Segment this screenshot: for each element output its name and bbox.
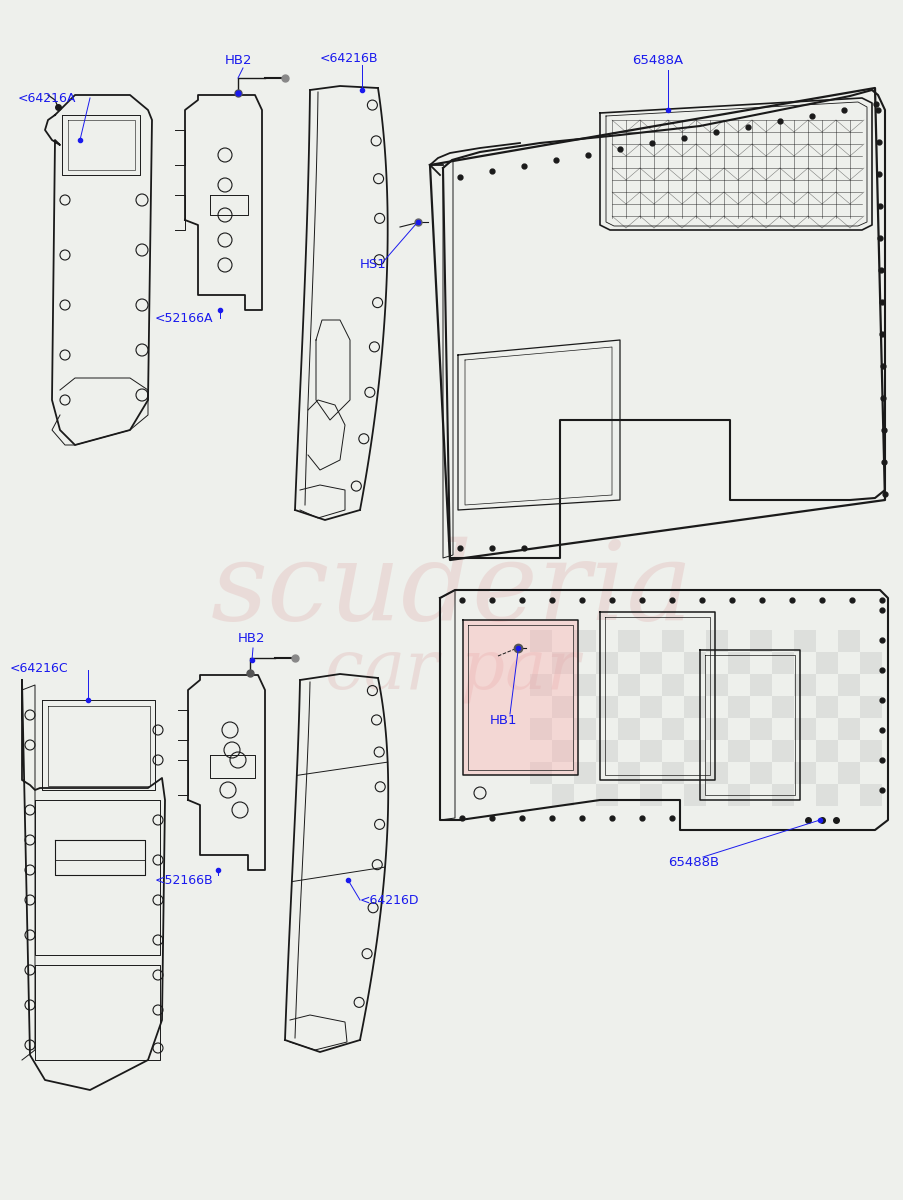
Bar — [529, 762, 552, 784]
Bar — [684, 784, 705, 806]
Text: <64216A: <64216A — [18, 91, 76, 104]
Bar — [749, 630, 771, 652]
Bar — [639, 740, 661, 762]
Text: 65488B: 65488B — [667, 856, 718, 869]
Bar — [771, 696, 793, 718]
Bar — [595, 784, 618, 806]
Text: scuderia: scuderia — [210, 536, 693, 643]
Bar — [815, 696, 837, 718]
Bar — [749, 762, 771, 784]
Bar — [618, 762, 639, 784]
Bar — [727, 740, 749, 762]
Bar — [595, 652, 618, 674]
Bar — [552, 652, 573, 674]
Text: <52166A: <52166A — [154, 312, 213, 324]
Bar — [684, 740, 705, 762]
Bar — [618, 674, 639, 696]
Bar — [793, 630, 815, 652]
Bar — [771, 784, 793, 806]
Text: HS1: HS1 — [359, 258, 386, 271]
Bar — [837, 674, 859, 696]
Bar — [552, 740, 573, 762]
Bar — [661, 762, 684, 784]
Bar — [595, 696, 618, 718]
Text: HB1: HB1 — [489, 714, 517, 726]
Bar — [771, 652, 793, 674]
Text: <52166B: <52166B — [154, 874, 213, 887]
Text: <64216C: <64216C — [10, 661, 69, 674]
Bar — [749, 674, 771, 696]
Bar — [859, 652, 881, 674]
Bar — [573, 718, 595, 740]
Text: HB2: HB2 — [225, 54, 252, 66]
Bar — [815, 784, 837, 806]
Text: HB2: HB2 — [237, 631, 265, 644]
Text: car par: car par — [324, 636, 579, 703]
Bar — [639, 696, 661, 718]
Bar — [573, 762, 595, 784]
Bar — [684, 652, 705, 674]
Bar — [837, 718, 859, 740]
Bar — [552, 784, 573, 806]
Bar — [573, 630, 595, 652]
Text: 65488A: 65488A — [631, 54, 683, 66]
Bar — [639, 652, 661, 674]
Bar — [815, 740, 837, 762]
Bar — [595, 740, 618, 762]
Bar — [618, 718, 639, 740]
Text: <64216D: <64216D — [359, 894, 419, 906]
Bar — [705, 630, 727, 652]
Bar — [529, 674, 552, 696]
Bar — [793, 674, 815, 696]
Bar — [705, 762, 727, 784]
Bar — [462, 620, 577, 775]
Bar — [705, 674, 727, 696]
Bar — [552, 696, 573, 718]
Bar — [793, 762, 815, 784]
Bar — [684, 696, 705, 718]
Text: <64216B: <64216B — [320, 52, 378, 65]
Bar — [661, 718, 684, 740]
Bar — [771, 740, 793, 762]
Bar — [529, 630, 552, 652]
Bar — [618, 630, 639, 652]
Bar — [705, 718, 727, 740]
Bar — [749, 718, 771, 740]
Bar — [859, 696, 881, 718]
Bar — [837, 762, 859, 784]
Bar — [727, 652, 749, 674]
Bar — [815, 652, 837, 674]
Bar — [859, 784, 881, 806]
Bar — [661, 674, 684, 696]
Bar — [639, 784, 661, 806]
Bar — [793, 718, 815, 740]
Bar — [837, 630, 859, 652]
Bar — [727, 784, 749, 806]
Bar — [529, 718, 552, 740]
Bar — [573, 674, 595, 696]
Bar — [661, 630, 684, 652]
Bar — [727, 696, 749, 718]
Bar — [859, 740, 881, 762]
